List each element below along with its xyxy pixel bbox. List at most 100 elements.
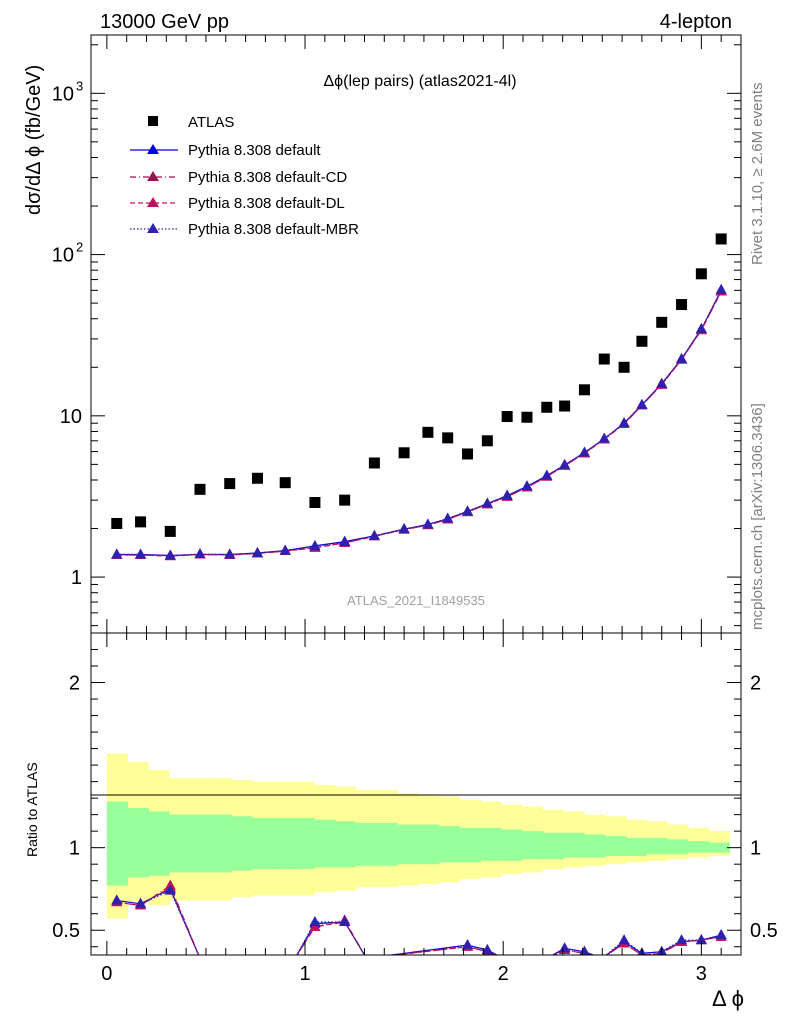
series-point [578,446,590,457]
xtick-label: 3 [696,963,707,985]
header-left: 13000 GeV pp [100,11,229,33]
main-ylabel: dσ/dΔ ϕ (fb/GeV) [23,65,45,215]
series-point [251,547,263,558]
atlas-point [636,335,648,347]
atlas-point [656,316,668,328]
xtick-labels: 0 1 2 3 [101,963,707,985]
ratio-band-inner [480,827,502,861]
main-ytick-exponent: 3 [76,78,83,93]
main-series [111,233,727,561]
atlas-point [194,483,206,495]
ratio-band-inner [231,816,253,871]
atlas-point [309,497,321,509]
ratio-band-inner [397,824,419,865]
atlas-point [368,457,380,469]
ratio-ytick-label-right: 2 [750,673,761,695]
ratio-series-point [481,944,493,955]
ratio-ytick-label-right: 1 [750,838,761,860]
atlas-point [501,411,513,423]
legend: ATLAS Pythia 8.308 default Pythia 8.308 … [130,114,359,238]
ratio-ylabel: Ratio to ATLAS [24,762,40,857]
ratio-band-inner [272,817,295,870]
ratio-ytick-label: 0.5 [52,920,80,942]
main-title: Δϕ(lep pairs) (atlas2021-4l) [323,73,516,90]
watermark: ATLAS_2021_I1849535 [347,593,485,608]
ratio-series-point [111,894,123,905]
series-point [339,536,351,547]
series-point [676,353,688,364]
series-point [618,417,630,428]
ratio-ytick-label: 1 [69,838,80,860]
legend-atlas-marker [148,116,158,126]
ratio-band-inner [148,811,170,876]
series-line [116,291,722,557]
ratio-series-point [618,934,630,945]
mcplots-label: mcplots.cern.ch [arXiv:1306.3436] [749,403,766,630]
atlas-point [135,516,147,528]
ratio-band-inner [355,822,378,866]
series-line [116,291,722,557]
ratio-band-inner [625,837,647,856]
xaxis-label: Δ ϕ [712,986,744,1011]
series-point [656,377,668,388]
ratio-ticks [91,633,741,955]
atlas-point [398,447,410,459]
legend-default: Pythia 8.308 default [188,142,321,159]
ratio-ytick-label: 2 [69,673,80,695]
series-point [598,432,610,443]
ratio-series-point [695,934,707,945]
ratio-series-point [164,884,176,895]
series-point [135,548,147,559]
atlas-point [541,401,553,413]
atlas-point [598,353,610,365]
ratio-band-inner [252,817,274,870]
ratio-band-inner [169,814,212,873]
series-point [224,548,236,559]
series-point [442,512,454,523]
atlas-point [578,384,590,396]
ratio-series-point [715,929,727,940]
ratio-band-inner [418,824,440,865]
series-point [715,283,727,294]
atlas-point [111,517,123,529]
ratio-bands [106,753,730,919]
atlas-point [422,426,434,438]
atlas-point [462,448,474,460]
legend-default-marker [147,144,159,154]
ratio-band-inner [521,831,544,860]
series-point [368,529,380,540]
xtick-label: 0 [101,963,112,985]
ratio-ytick-labels: 0.5 0.5 1 1 2 2 [52,673,778,943]
ratio-series-point [135,897,147,908]
ratio-band-inner [708,842,730,853]
series-point [559,458,571,469]
atlas-point [279,477,291,489]
legend-mbr-marker [147,223,159,233]
ratio-series-point [579,945,590,955]
atlas-point [521,411,533,423]
ratio-band-inner [604,836,627,856]
series-line [116,289,722,557]
ratio-band-inner [563,832,585,858]
legend-dl-marker [147,197,159,207]
ratio-band-inner [584,834,606,858]
ratio-series-point [676,934,688,945]
ratio-series-point [462,939,474,950]
atlas-point [715,233,727,245]
legend-cd: Pythia 8.308 default-CD [188,169,347,186]
series-point [462,505,474,516]
atlas-point [164,525,176,537]
ratio-band-inner [335,821,357,868]
ratio-band-inner [376,822,398,866]
main-ticks [91,35,741,633]
atlas-point [559,400,571,412]
legend-mbr: Pythia 8.308 default-MBR [188,221,359,238]
ratio-band-inner [314,819,336,868]
series-point [501,489,513,500]
header-right: 4-lepton [660,11,732,33]
series-point [111,548,123,559]
ratio-band-inner [438,826,461,863]
main-ytick-label: 10 [52,83,74,105]
main-ytick-exponent: 2 [76,240,83,255]
